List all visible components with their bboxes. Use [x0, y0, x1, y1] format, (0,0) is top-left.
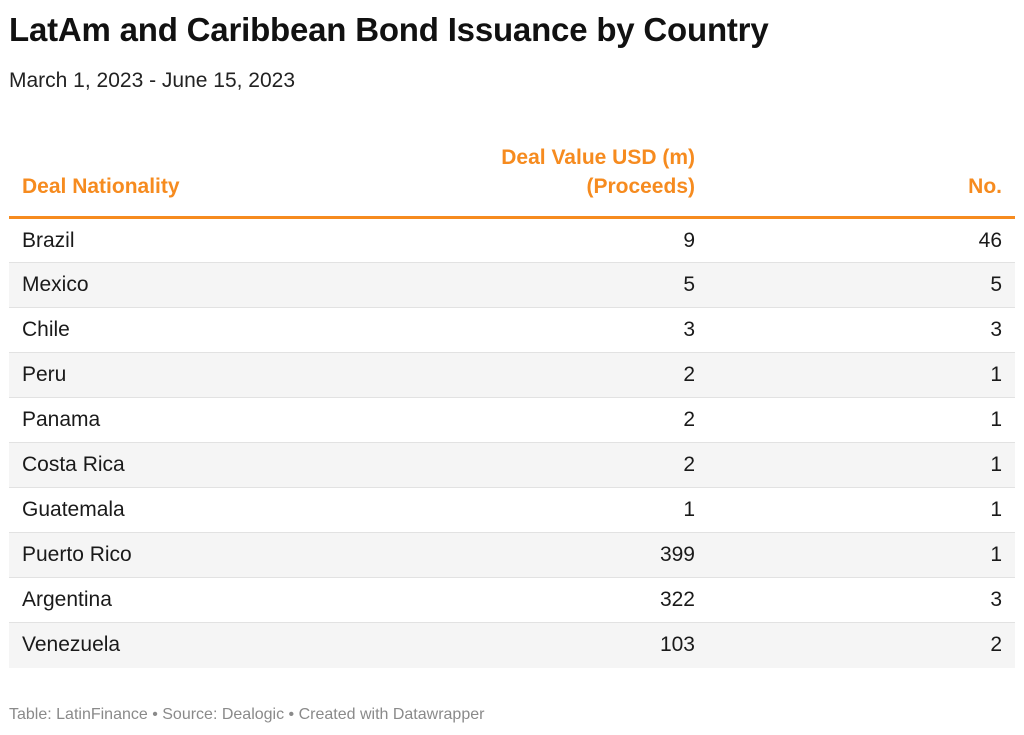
- cell-value: 2: [429, 397, 708, 443]
- table-row: Costa Rica 2 1: [9, 442, 1015, 488]
- cell-value: 2: [429, 442, 708, 488]
- source-footer: Table: LatinFinance • Source: Dealogic •…: [9, 706, 485, 723]
- cell-count: 3: [708, 307, 1015, 353]
- table-row: Peru 2 1: [9, 352, 1015, 398]
- table-row: Venezuela 103 2: [9, 622, 1015, 668]
- table-row: Guatemala 1 1: [9, 487, 1015, 533]
- column-header-deal-nationality[interactable]: Deal Nationality: [9, 139, 429, 219]
- cell-value: 2: [429, 352, 708, 398]
- cell-count: 1: [708, 487, 1015, 533]
- column-header-count[interactable]: No.: [708, 139, 1015, 219]
- table-body: Brazil 9 46 Mexico 5 5 Chile 3 3 Peru 2 1 Panama 2 1 Co…: [9, 217, 1015, 668]
- cell-value: 399: [429, 532, 708, 578]
- chart-title: LatAm and Caribbean Bond Issuance by Cou…: [9, 11, 769, 48]
- header-row: Deal Nationality Deal Value USD (m) (Proc…: [9, 139, 1015, 219]
- cell-value: 9: [429, 217, 708, 263]
- cell-value: 1: [429, 487, 708, 533]
- cell-nationality: Peru: [9, 352, 429, 398]
- cell-nationality: Chile: [9, 307, 429, 353]
- cell-count: 1: [708, 442, 1015, 488]
- cell-count: 5: [708, 262, 1015, 308]
- cell-nationality: Venezuela: [9, 622, 429, 668]
- table-row: Chile 3 3: [9, 307, 1015, 353]
- cell-value: 5: [429, 262, 708, 308]
- cell-count: 3: [708, 577, 1015, 623]
- cell-count: 2: [708, 622, 1015, 668]
- table-row: Mexico 5 5: [9, 262, 1015, 308]
- table-row: Puerto Rico 399 1: [9, 532, 1015, 578]
- cell-count: 1: [708, 352, 1015, 398]
- cell-nationality: Panama: [9, 397, 429, 443]
- cell-nationality: Costa Rica: [9, 442, 429, 488]
- cell-nationality: Mexico: [9, 262, 429, 308]
- cell-count: 1: [708, 397, 1015, 443]
- cell-value: 3: [429, 307, 708, 353]
- table-row: Panama 2 1: [9, 397, 1015, 443]
- cell-value: 103: [429, 622, 708, 668]
- cell-nationality: Puerto Rico: [9, 532, 429, 578]
- cell-count: 1: [708, 532, 1015, 578]
- cell-nationality: Brazil: [9, 217, 429, 263]
- data-table: Deal Nationality Deal Value USD (m) (Proc…: [9, 139, 1015, 668]
- cell-nationality: Argentina: [9, 577, 429, 623]
- chart-subtitle: March 1, 2023 - June 15, 2023: [9, 69, 296, 92]
- cell-count: 46: [708, 217, 1015, 263]
- cell-value: 322: [429, 577, 708, 623]
- table-row: Brazil 9 46: [9, 217, 1015, 263]
- cell-nationality: Guatemala: [9, 487, 429, 533]
- column-header-deal-value[interactable]: Deal Value USD (m) (Proceeds): [429, 139, 708, 219]
- table-row: Argentina 322 3: [9, 577, 1015, 623]
